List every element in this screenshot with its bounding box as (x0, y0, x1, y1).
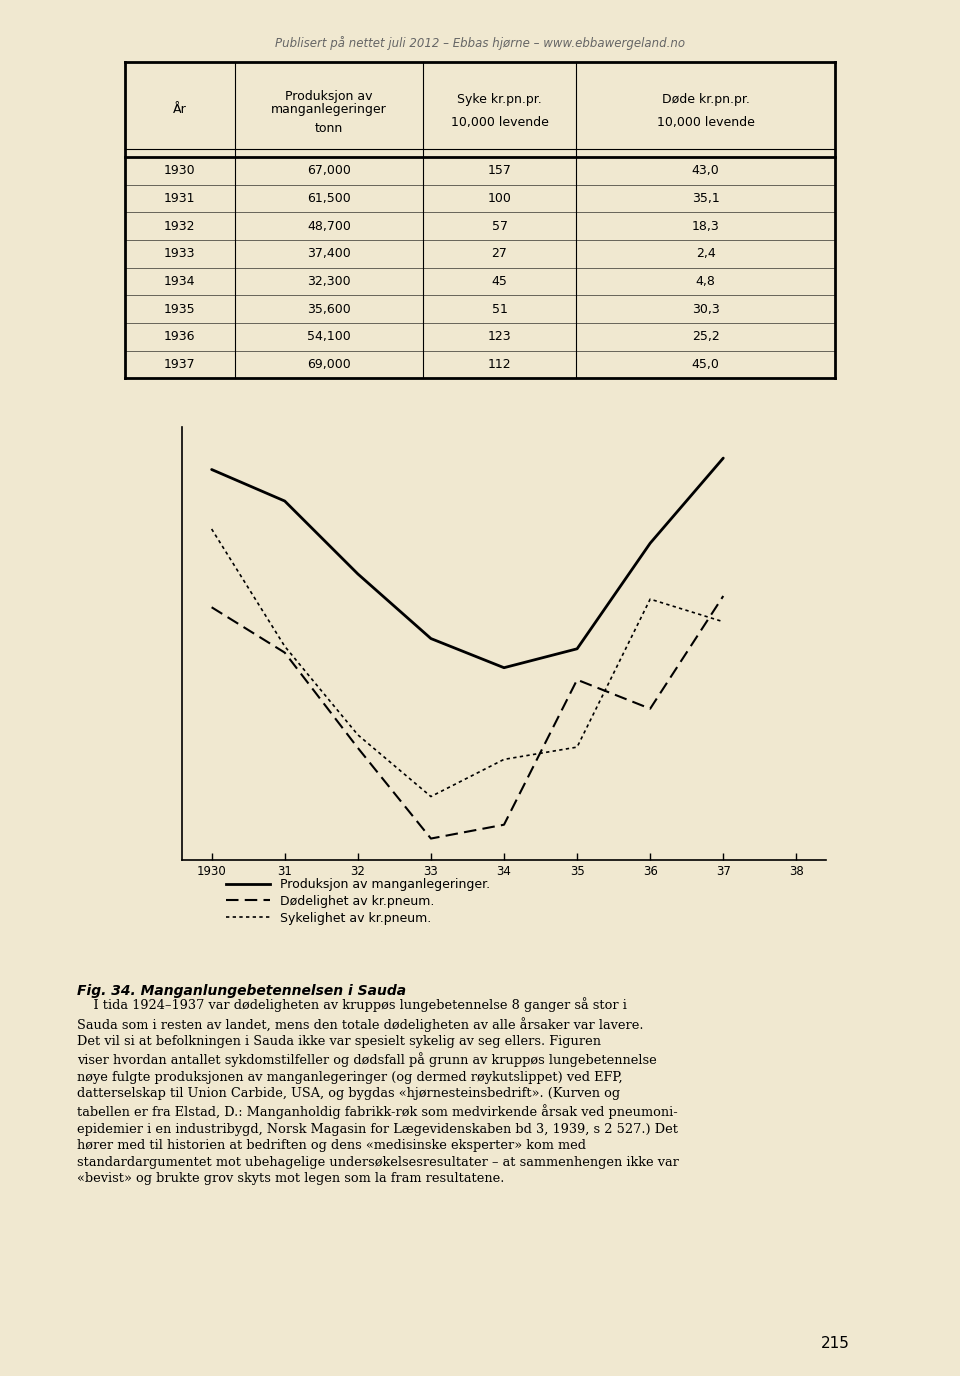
Text: 4,8: 4,8 (696, 275, 715, 288)
Text: 45: 45 (492, 275, 508, 288)
Text: 1934: 1934 (164, 275, 196, 288)
Text: 30,3: 30,3 (691, 303, 719, 315)
Text: 51: 51 (492, 303, 508, 315)
Text: 1930: 1930 (164, 164, 196, 178)
Text: Døde kr.pn.pr.: Døde kr.pn.pr. (661, 94, 750, 106)
Text: 32,300: 32,300 (307, 275, 350, 288)
Text: 27: 27 (492, 248, 508, 260)
Text: 1931: 1931 (164, 191, 196, 205)
Text: 1937: 1937 (164, 358, 196, 372)
Text: 69,000: 69,000 (307, 358, 351, 372)
Text: 1935: 1935 (164, 303, 196, 315)
Text: 10,000 levende: 10,000 levende (450, 116, 548, 128)
Text: 2,4: 2,4 (696, 248, 715, 260)
Legend: Produksjon av manganlegeringer., Dødelighet av kr.pneum., Sykelighet av kr.pneum: Produksjon av manganlegeringer., Dødelig… (221, 874, 494, 930)
Text: Produksjon av: Produksjon av (285, 91, 372, 103)
Text: 54,100: 54,100 (307, 330, 351, 344)
Text: 25,2: 25,2 (691, 330, 719, 344)
Text: 43,0: 43,0 (691, 164, 719, 178)
Text: I tida 1924–1937 var dødeligheten av kruppøs lungebetennelse 8 ganger så stor i
: I tida 1924–1937 var dødeligheten av kru… (77, 998, 679, 1185)
Text: 10,000 levende: 10,000 levende (657, 116, 755, 128)
Text: 61,500: 61,500 (307, 191, 351, 205)
Text: 1933: 1933 (164, 248, 196, 260)
Text: 157: 157 (488, 164, 512, 178)
Text: 1932: 1932 (164, 220, 196, 233)
Text: 57: 57 (492, 220, 508, 233)
Text: Syke kr.pn.pr.: Syke kr.pn.pr. (457, 94, 541, 106)
Text: 37,400: 37,400 (307, 248, 351, 260)
Text: År: År (173, 103, 187, 116)
Text: 18,3: 18,3 (691, 220, 719, 233)
Text: 35,1: 35,1 (691, 191, 719, 205)
Text: manganlegeringer: manganlegeringer (271, 103, 387, 116)
Text: Publisert på nettet juli 2012 – Ebbas hjørne – www.ebbawergeland.no: Publisert på nettet juli 2012 – Ebbas hj… (275, 36, 685, 50)
Text: 35,600: 35,600 (307, 303, 351, 315)
Text: tonn: tonn (315, 122, 343, 135)
Text: 67,000: 67,000 (307, 164, 351, 178)
Text: 123: 123 (488, 330, 512, 344)
Text: 45,0: 45,0 (691, 358, 719, 372)
Text: 1936: 1936 (164, 330, 196, 344)
Text: 215: 215 (821, 1336, 850, 1351)
Text: 48,700: 48,700 (307, 220, 351, 233)
Text: Fig. 34. Manganlungebetennelsen i Sauda: Fig. 34. Manganlungebetennelsen i Sauda (77, 984, 406, 998)
Text: 100: 100 (488, 191, 512, 205)
Text: 112: 112 (488, 358, 512, 372)
